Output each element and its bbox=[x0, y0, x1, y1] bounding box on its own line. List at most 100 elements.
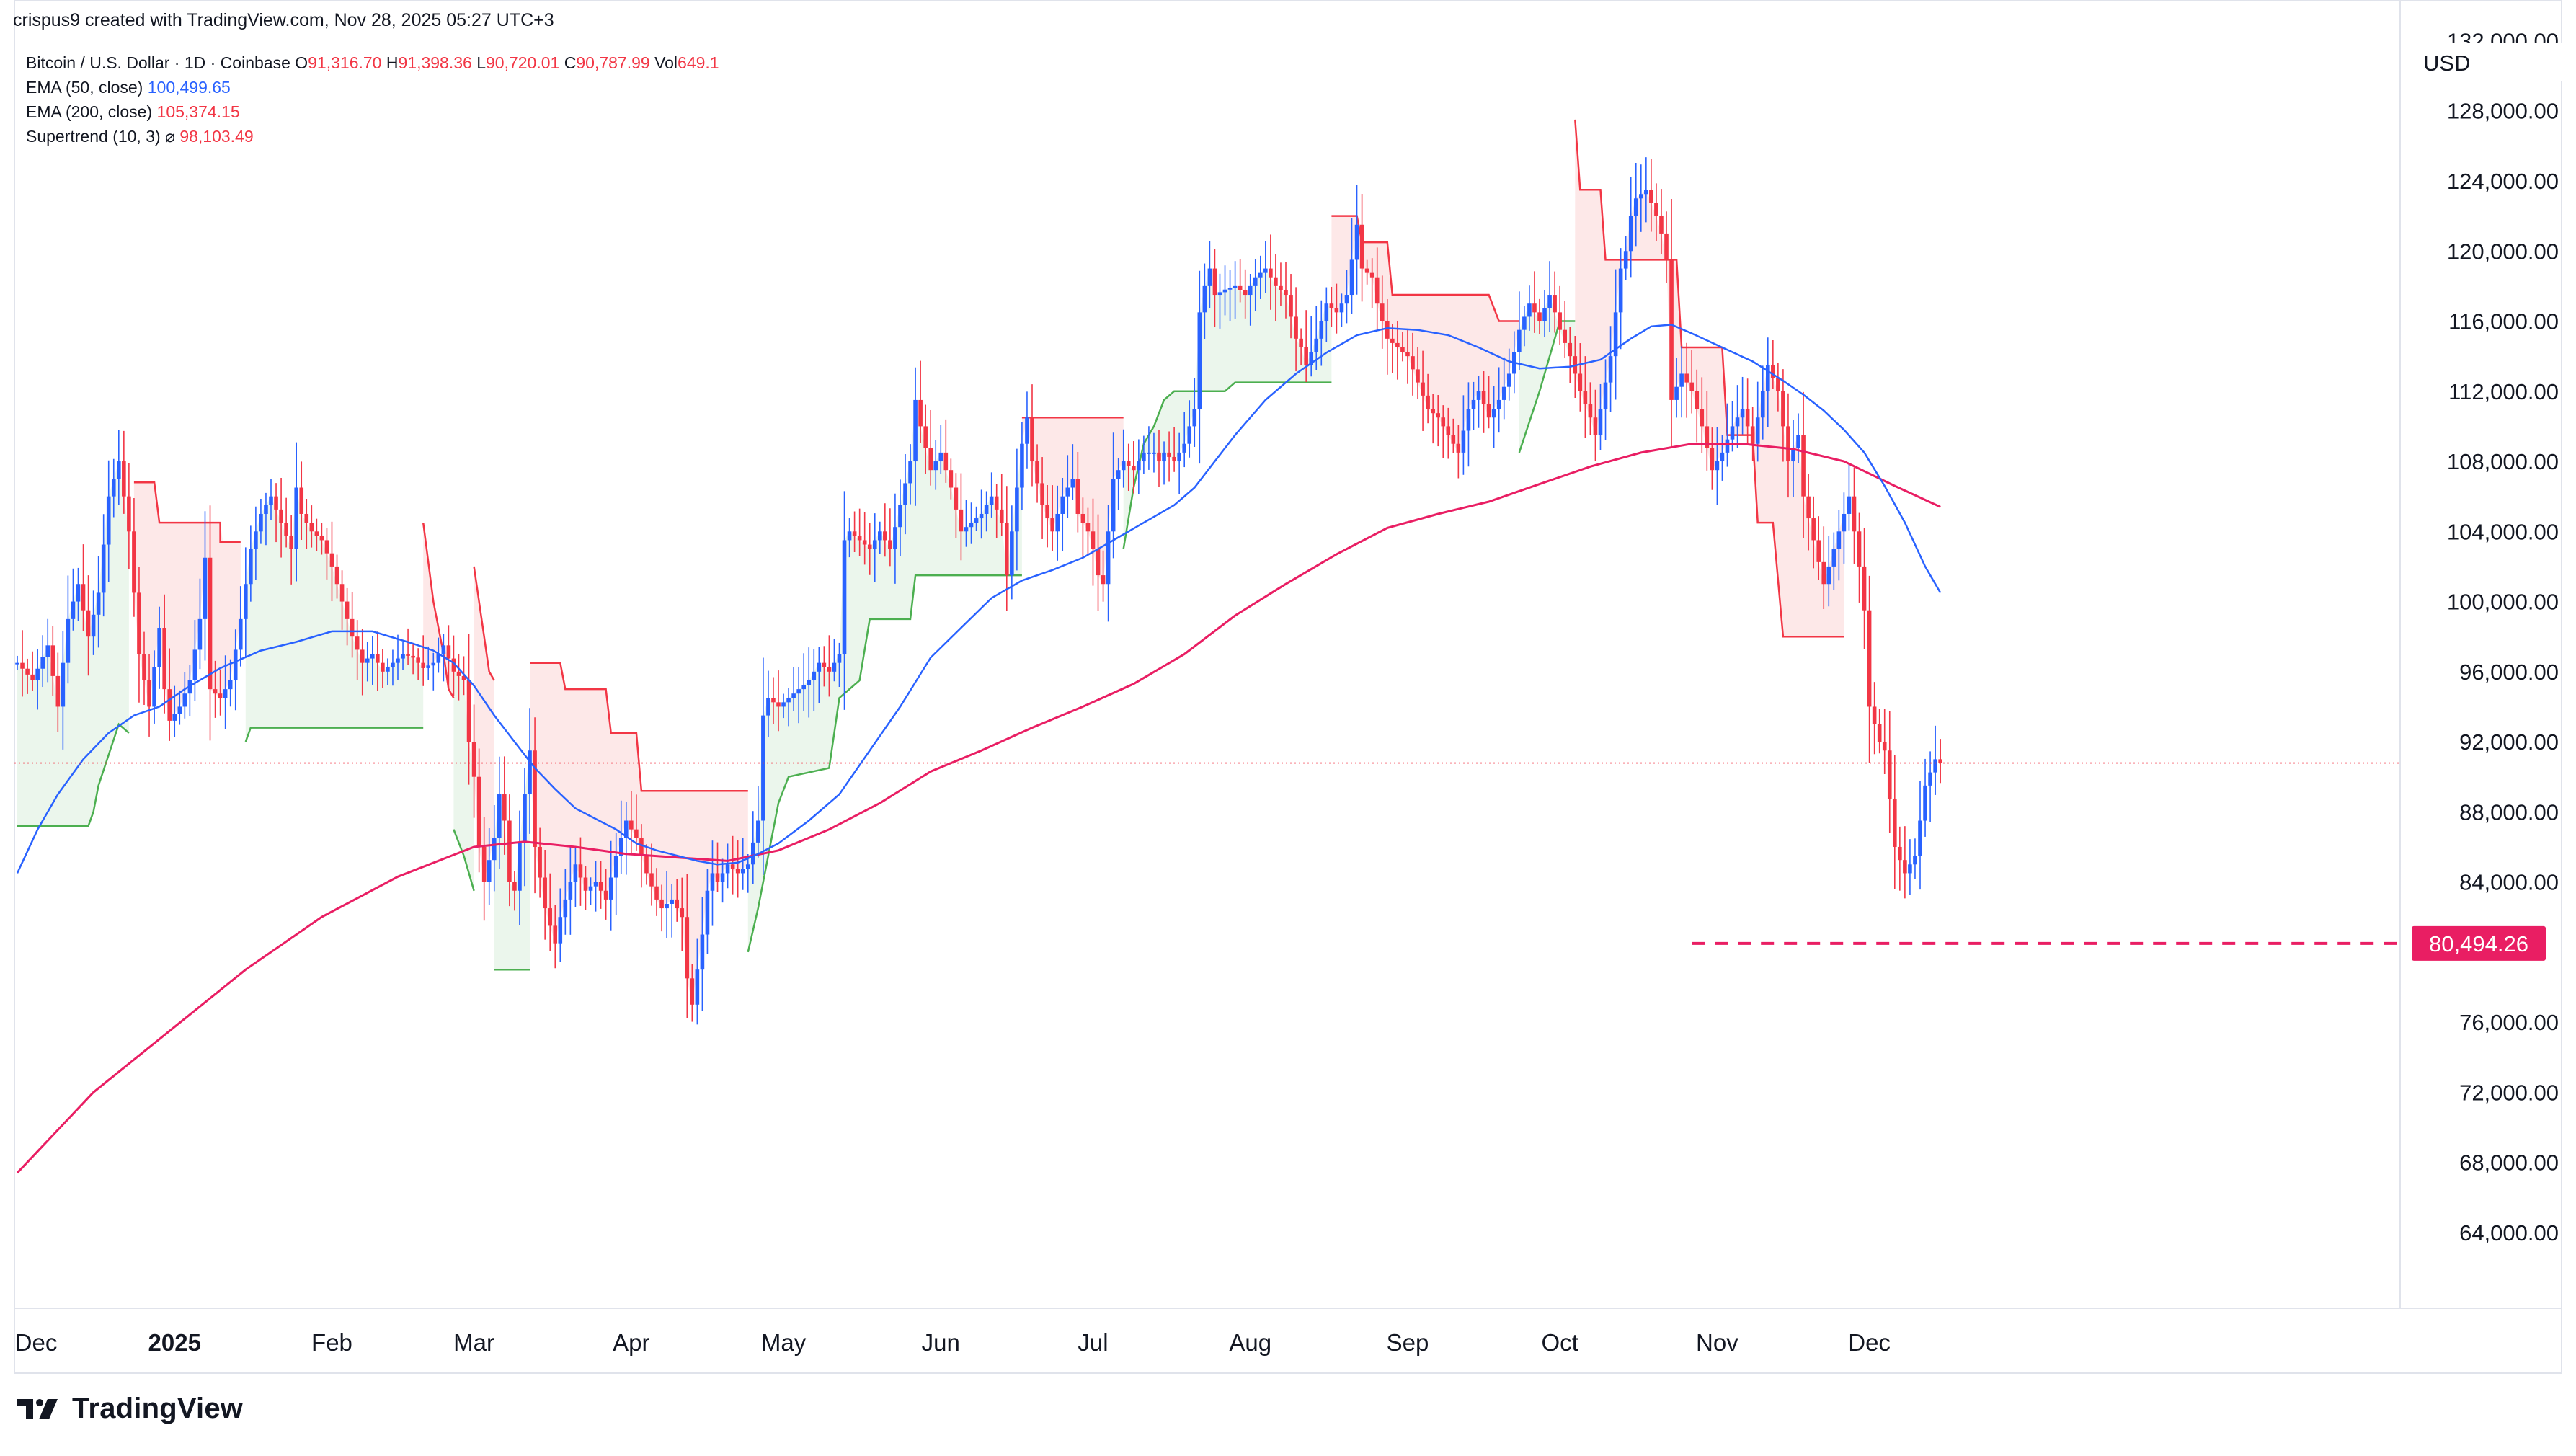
candle-down bbox=[339, 584, 345, 602]
candle-down bbox=[1426, 395, 1430, 409]
candle-up bbox=[1496, 399, 1501, 409]
candle-up bbox=[264, 505, 268, 514]
candle-down bbox=[994, 496, 999, 510]
candle-up bbox=[1147, 452, 1151, 454]
candle-down bbox=[1157, 452, 1161, 462]
candle-up bbox=[259, 513, 263, 532]
candle-up bbox=[386, 667, 390, 672]
candle-up bbox=[989, 496, 994, 505]
candle-up bbox=[431, 662, 436, 666]
candle-up bbox=[1913, 856, 1917, 865]
open-value: 91,316.70 bbox=[308, 53, 382, 72]
candle-down bbox=[1299, 338, 1303, 347]
candle-down bbox=[20, 662, 25, 669]
candle-down bbox=[1537, 312, 1542, 321]
candle-down bbox=[1390, 338, 1395, 343]
candle-up bbox=[1319, 321, 1324, 339]
candle-up bbox=[710, 873, 715, 891]
candle-down bbox=[1563, 329, 1567, 343]
candle-down bbox=[1700, 409, 1705, 427]
candle-down bbox=[1857, 531, 1862, 567]
candle-down bbox=[659, 899, 664, 909]
candle-up bbox=[177, 706, 182, 714]
candle-down bbox=[883, 531, 887, 541]
candle-down bbox=[1364, 268, 1369, 273]
candle-down bbox=[1289, 295, 1293, 317]
candle-down bbox=[1816, 540, 1821, 562]
candle-up bbox=[766, 698, 770, 716]
legend-ema200-row[interactable]: EMA (200, close) 105,374.15 bbox=[26, 99, 719, 124]
legend-ema50-row[interactable]: EMA (50, close) 100,499.65 bbox=[26, 75, 719, 99]
candle-down bbox=[603, 890, 608, 900]
candle-up bbox=[1760, 391, 1765, 418]
candle-down bbox=[1436, 413, 1440, 418]
candle-up bbox=[441, 645, 446, 654]
candle-up bbox=[1106, 531, 1111, 585]
candle-down bbox=[147, 680, 151, 707]
candle-down bbox=[1684, 373, 1689, 383]
candle-up bbox=[172, 714, 177, 721]
candle-up bbox=[1476, 391, 1481, 400]
candle-up bbox=[1461, 430, 1466, 453]
candle-down bbox=[1654, 203, 1658, 216]
currency-badge[interactable] bbox=[2410, 43, 2562, 81]
tradingview-brand[interactable]: TradingView bbox=[16, 1393, 243, 1425]
volume-label: Vol bbox=[654, 53, 678, 72]
candle-up bbox=[1633, 198, 1638, 216]
candle-down bbox=[1710, 448, 1715, 471]
candle-down bbox=[1329, 303, 1334, 308]
candle-down bbox=[1279, 285, 1283, 290]
candle-up bbox=[249, 549, 253, 585]
candle-up bbox=[1202, 285, 1207, 313]
candle-down bbox=[376, 654, 380, 663]
candle-up bbox=[1253, 277, 1258, 286]
candle-up bbox=[1182, 443, 1186, 453]
candle-up bbox=[1025, 417, 1029, 444]
supertrend-label: Supertrend (10, 3) bbox=[26, 127, 161, 146]
candle-up bbox=[1491, 409, 1496, 418]
candle-up bbox=[624, 820, 629, 838]
candle-down bbox=[1877, 724, 1882, 742]
low-value: 90,720.01 bbox=[486, 53, 560, 72]
legend-supertrend-row[interactable]: Supertrend (10, 3) ⌀ 98,103.49 bbox=[26, 124, 719, 148]
candle-down bbox=[1075, 479, 1080, 514]
candle-up bbox=[979, 513, 984, 519]
candle-down bbox=[350, 618, 355, 637]
candle-down bbox=[213, 689, 218, 694]
supertrend-fill-down bbox=[423, 523, 454, 698]
candle-down bbox=[481, 846, 487, 882]
candle-up bbox=[1720, 452, 1725, 462]
candle-down bbox=[857, 536, 862, 541]
tradingview-logo-icon bbox=[17, 1398, 58, 1419]
candle-down bbox=[654, 886, 659, 900]
candle-up bbox=[1217, 292, 1222, 296]
candle-down bbox=[1035, 461, 1039, 484]
supertrend-fill-down bbox=[133, 482, 241, 721]
candle-up bbox=[1608, 356, 1613, 383]
symbol-name[interactable]: Bitcoin / U.S. Dollar · 1D · Coinbase bbox=[26, 53, 290, 72]
candle-down bbox=[1431, 409, 1435, 414]
candle-up bbox=[1055, 513, 1060, 532]
candle-down bbox=[1776, 378, 1780, 391]
support-level-tag bbox=[2412, 925, 2546, 961]
candle-up bbox=[396, 658, 400, 663]
candle-up bbox=[1187, 426, 1192, 444]
candle-up bbox=[1847, 496, 1852, 514]
candle-up bbox=[618, 838, 623, 856]
price-tick-label: 100,000.00 bbox=[2447, 590, 2559, 615]
candle-down bbox=[507, 820, 512, 882]
candle-up bbox=[1070, 479, 1075, 488]
candle-up bbox=[365, 658, 370, 663]
candle-up bbox=[700, 934, 705, 970]
candle-down bbox=[421, 662, 425, 668]
candle-up bbox=[1501, 386, 1506, 400]
support-level-label: 80,494.26 bbox=[2429, 931, 2528, 956]
ema200-line bbox=[16, 443, 1941, 1174]
candle-up bbox=[1142, 452, 1146, 462]
candle-up bbox=[817, 662, 822, 672]
candle-up bbox=[1060, 496, 1065, 514]
candle-up bbox=[796, 689, 801, 694]
ema200-value: 105,374.15 bbox=[156, 102, 240, 121]
candle-up bbox=[903, 483, 907, 505]
